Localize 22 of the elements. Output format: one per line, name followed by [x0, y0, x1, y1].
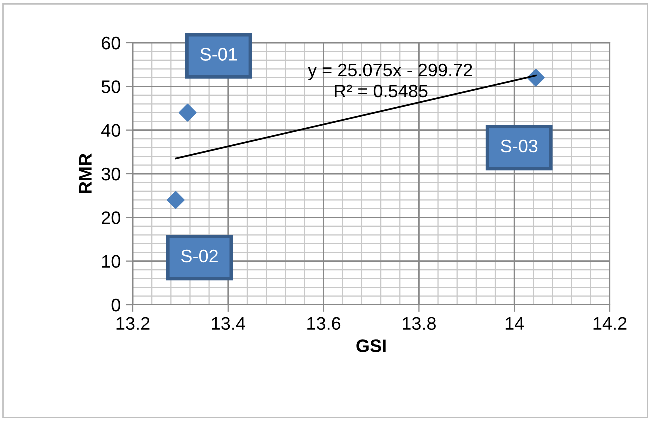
y-axis-title: RMR	[79, 154, 92, 194]
annotation: y = 25.075x - 299.72	[308, 64, 472, 80]
y-tick-label: 10	[102, 255, 120, 268]
point	[178, 104, 197, 122]
x-tick-label: 14.2	[594, 317, 627, 330]
x-tick-label: 13.2	[116, 317, 150, 330]
y-tick-label: 60	[102, 36, 120, 50]
x-tick-label: 13.6	[308, 317, 341, 330]
y-tick-label: 20	[102, 212, 120, 224]
x-axis-title: GSI	[356, 340, 386, 352]
annotation: S-01	[200, 48, 238, 61]
annotation: S-02	[182, 250, 218, 263]
x-tick-label: 13.4	[212, 317, 246, 330]
y-tick-label: 50	[102, 80, 120, 94]
x-tick-label: 13.8	[403, 317, 436, 330]
point	[167, 191, 185, 210]
annotation: S-03	[501, 140, 538, 153]
y-tick-label: 30	[102, 168, 120, 181]
x-tick-label: 14	[506, 317, 524, 330]
y-tick-label: 0	[112, 298, 120, 312]
y-tick-label: 40	[102, 124, 120, 138]
annotation: R² = 0.5485	[335, 84, 428, 98]
